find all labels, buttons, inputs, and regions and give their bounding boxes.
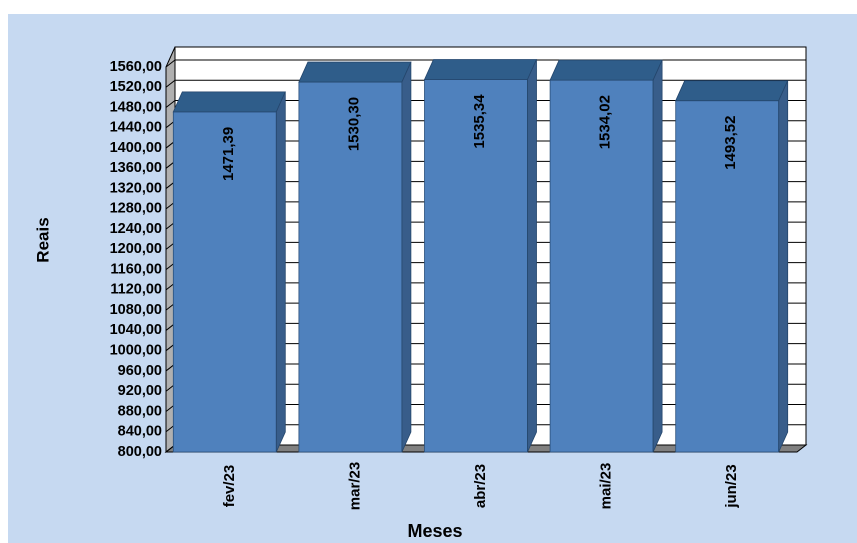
y-tick-label: 1080,00 bbox=[110, 302, 162, 318]
x-axis-title: Meses bbox=[407, 521, 462, 541]
y-tick-label: 1400,00 bbox=[110, 140, 162, 156]
y-tick-label: 800,00 bbox=[118, 444, 162, 460]
gridline-side bbox=[165, 59, 176, 68]
bar-top bbox=[423, 59, 538, 80]
bar-side bbox=[778, 80, 789, 453]
y-tick-label: 1560,00 bbox=[110, 59, 162, 75]
bar-side bbox=[527, 59, 537, 453]
y-tick-label: 1360,00 bbox=[110, 160, 162, 176]
bar-top bbox=[298, 61, 412, 83]
bar bbox=[298, 81, 403, 453]
x-tick-label: mai/23 bbox=[598, 463, 615, 510]
bar bbox=[675, 100, 780, 453]
bar-side bbox=[401, 61, 412, 453]
y-axis-title: Reais bbox=[33, 217, 52, 262]
y-tick-label: 1520,00 bbox=[110, 79, 162, 95]
bar-top bbox=[549, 59, 663, 81]
y-axis-ticks: 800,00 840,00 880,00 920,00 960,00 1000,00 104… bbox=[110, 59, 162, 460]
data-label: 1535,34 bbox=[471, 94, 488, 149]
y-tick-label: 1440,00 bbox=[110, 120, 162, 136]
y-tick-label: 1040,00 bbox=[110, 322, 162, 338]
y-tick-label: 1200,00 bbox=[110, 241, 162, 257]
x-tick-label: mar/23 bbox=[346, 462, 363, 510]
x-tick-label: jun/23 bbox=[723, 464, 740, 508]
bars: 1471,39 1530,30 1535,34 1534,02 1493,52 bbox=[172, 59, 789, 453]
bar-side bbox=[652, 59, 663, 453]
data-label: 1530,30 bbox=[345, 97, 362, 151]
bar-top bbox=[172, 91, 286, 113]
x-axis-ticks: fev/23 mar/23 abr/23 mai/23 jun/23 bbox=[221, 462, 740, 510]
gridline-side bbox=[165, 79, 176, 88]
y-tick-label: 1320,00 bbox=[110, 180, 162, 196]
bar-side bbox=[275, 91, 286, 453]
y-tick-label: 920,00 bbox=[118, 383, 162, 399]
y-tick-label: 1240,00 bbox=[110, 221, 162, 237]
bar bbox=[424, 79, 528, 453]
y-tick-label: 1480,00 bbox=[110, 99, 162, 115]
bar-top bbox=[675, 80, 789, 102]
gridline-side bbox=[165, 100, 176, 108]
bar bbox=[549, 79, 654, 453]
y-tick-label: 840,00 bbox=[118, 424, 162, 440]
y-tick-label: 1280,00 bbox=[110, 201, 162, 217]
y-tick-label: 880,00 bbox=[118, 403, 162, 419]
y-tick-label: 1000,00 bbox=[110, 343, 162, 359]
y-tick-label: 1160,00 bbox=[110, 261, 162, 277]
y-tick-label: 1120,00 bbox=[110, 282, 162, 298]
x-tick-label: fev/23 bbox=[221, 465, 238, 508]
data-label: 1534,02 bbox=[597, 95, 614, 149]
data-label: 1493,52 bbox=[722, 116, 739, 170]
data-label: 1471,39 bbox=[220, 127, 237, 181]
bar bbox=[172, 111, 277, 453]
x-tick-label: abr/23 bbox=[472, 464, 489, 508]
y-tick-label: 960,00 bbox=[118, 363, 162, 379]
